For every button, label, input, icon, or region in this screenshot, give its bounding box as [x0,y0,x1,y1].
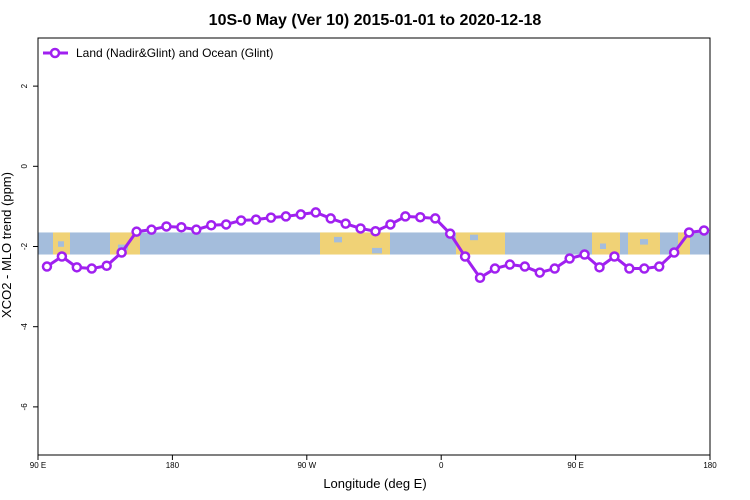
y-tick-label: 0 [20,164,29,169]
data-point [370,226,381,237]
data-point [161,221,172,232]
data-point [176,222,187,233]
map-band-notch-1 [118,244,128,251]
data-point [519,261,531,272]
data-point [131,226,142,237]
data-point [400,211,411,222]
data-point [609,251,620,262]
map-band-notch-5 [600,243,606,250]
x-tick-label: 90 W [297,461,316,470]
data-point [489,263,501,274]
data-point [698,225,710,236]
plot-area: 2 0 -2 -4 -6 90 E 180 90 W 0 90 E 180 [20,37,717,470]
data-point [116,247,127,258]
x-tick-label: 0 [439,461,444,470]
data-point [146,224,157,235]
data-point [191,224,202,235]
x-axis-label: Longitude (deg E) [323,476,426,491]
data-point [683,227,695,238]
data-point [429,213,441,224]
y-tick-label: -6 [20,403,29,411]
y-axis-label: XCO2 - MLO trend (ppm) [0,172,14,318]
chart-title: 10S-0 May (Ver 10) 2015-01-01 to 2020-12… [209,12,542,29]
data-point [444,228,456,239]
data-point [265,212,277,223]
map-band-notch-0 [58,241,64,247]
y-tick-label: -4 [20,323,29,331]
data-point [639,263,650,274]
data-point [250,214,262,225]
data-point [534,267,546,278]
data-point [86,263,98,274]
map-band-land-3 [456,232,505,255]
data-point [385,219,396,230]
data-point [504,259,516,270]
data-point [71,262,83,273]
x-tick-label: 90 E [567,461,583,470]
data-point [295,209,307,220]
data-point [668,247,680,258]
map-band-notch-2 [334,236,342,243]
map-band-land-6 [678,232,690,255]
data-point [205,219,217,231]
data-point [280,211,292,222]
data-point [415,211,426,223]
x-tick-label: 90 E [30,461,46,470]
data-point [474,272,486,284]
data-point [594,262,605,273]
legend-marker [49,47,61,59]
data-point [310,207,322,218]
legend-entry-label: Land (Nadir&Glint) and Ocean (Glint) [76,46,273,60]
data-point [653,261,665,272]
y-tick-label: 2 [20,83,29,88]
y-tick-label: -2 [20,242,29,250]
data-point [624,263,635,274]
map-band-notch-4 [470,234,478,241]
data-point [41,261,53,272]
map-band-notch-3 [372,247,382,254]
data-point [340,218,351,229]
data-point [549,263,560,274]
data-point [564,253,575,264]
data-point [325,213,336,224]
data-point [459,251,471,262]
map-band-notch-6 [640,239,648,245]
legend: Land (Nadir&Glint) and Ocean (Glint) [43,46,273,60]
data-point [220,219,232,230]
data-point [101,260,112,271]
data-point [579,249,590,260]
x-tick-label: 180 [166,461,180,470]
data-point [235,215,247,226]
data-point [56,251,68,262]
data-point [355,223,366,234]
x-tick-label: 180 [703,461,717,470]
